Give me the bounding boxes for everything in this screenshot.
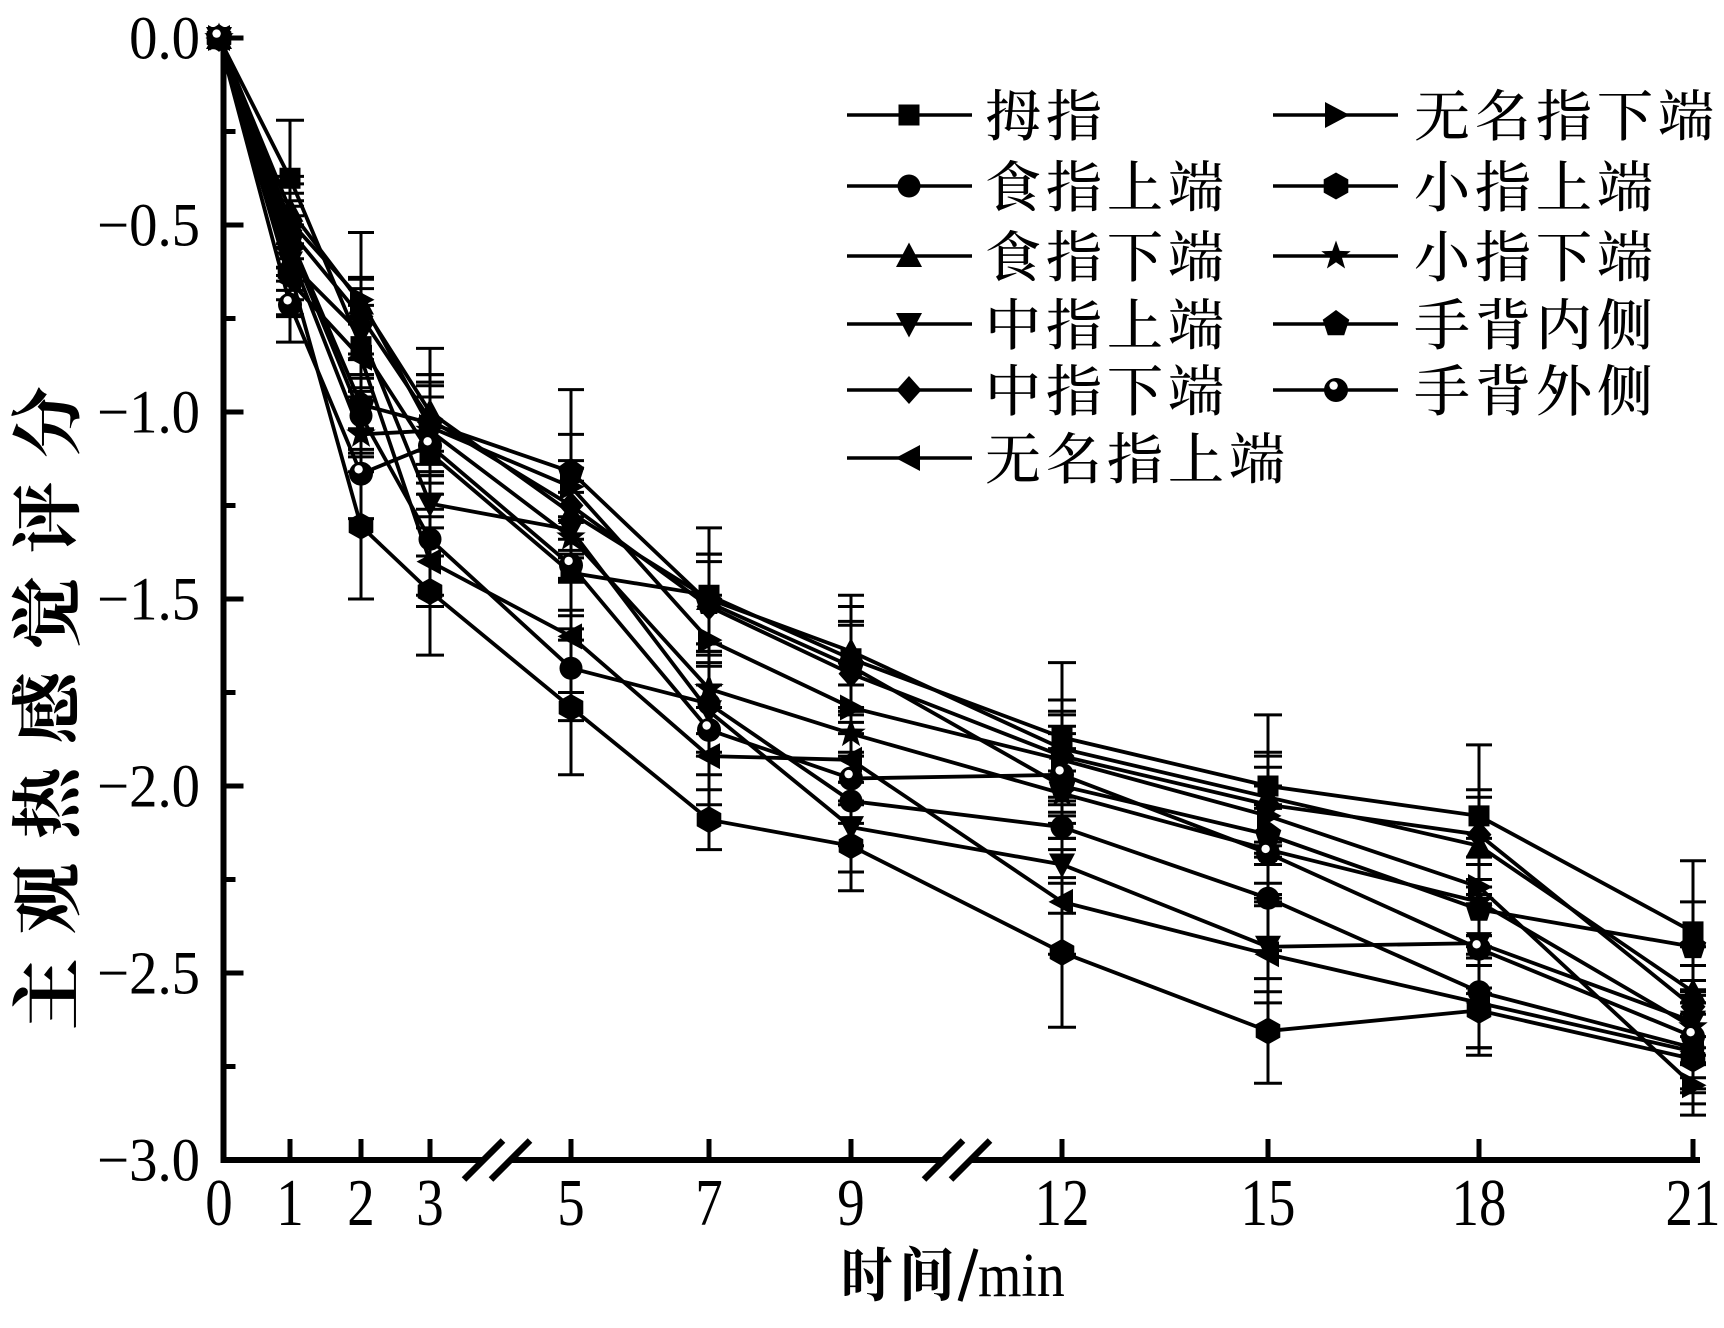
- svg-text:0.0: 0.0: [129, 5, 200, 72]
- svg-text:9: 9: [837, 1166, 864, 1240]
- svg-text:−1.5: −1.5: [97, 566, 200, 633]
- svg-text:12: 12: [1035, 1166, 1090, 1240]
- svg-text:−2.5: −2.5: [97, 940, 200, 1007]
- svg-text:0: 0: [205, 1166, 232, 1240]
- svg-text:7: 7: [695, 1166, 722, 1240]
- svg-text:−3.0: −3.0: [97, 1127, 200, 1194]
- svg-text:−2.0: −2.0: [97, 753, 200, 820]
- svg-text:1: 1: [276, 1166, 303, 1240]
- svg-text:min: min: [978, 1240, 1065, 1309]
- svg-text:18: 18: [1452, 1166, 1507, 1240]
- svg-text:2: 2: [347, 1166, 374, 1240]
- svg-text:3: 3: [416, 1166, 443, 1240]
- svg-text:21: 21: [1666, 1166, 1721, 1240]
- svg-text:15: 15: [1241, 1166, 1296, 1240]
- svg-text:−1.0: −1.0: [97, 379, 200, 446]
- svg-text:−0.5: −0.5: [97, 192, 200, 259]
- svg-text:5: 5: [557, 1166, 584, 1240]
